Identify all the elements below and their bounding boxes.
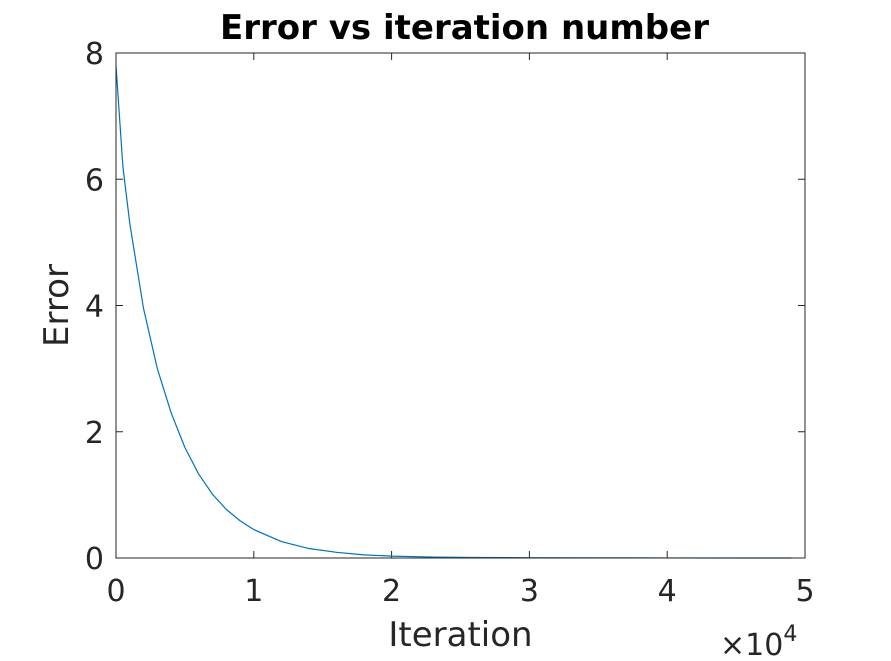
x-tick-label: 0 (106, 574, 125, 609)
x-tick-label: 4 (658, 574, 677, 609)
x-tick-label: 5 (795, 574, 814, 609)
x-tick-labels: 0 1 2 3 4 5 (106, 574, 814, 609)
chart-title: Error vs iteration number (220, 8, 709, 48)
x-multiplier-base: ×10 (720, 628, 783, 661)
x-tick-label: 1 (244, 574, 263, 609)
x-tick-label: 3 (520, 574, 539, 609)
y-tick-label: 8 (85, 37, 104, 72)
y-tick-label: 4 (85, 290, 104, 325)
x-multiplier-exponent: 4 (783, 622, 797, 647)
plot-frame (115, 52, 806, 559)
x-axis-label: Iteration (388, 615, 532, 655)
y-tick-label: 2 (85, 416, 104, 451)
y-tick-labels: 0 2 4 6 8 (85, 37, 104, 577)
y-tick-label: 0 (85, 542, 104, 577)
x-tick-label: 2 (382, 574, 401, 609)
y-tick-label: 6 (85, 163, 104, 198)
x-axis-multiplier: ×104 (720, 622, 797, 661)
y-axis-label: Error (37, 264, 77, 347)
